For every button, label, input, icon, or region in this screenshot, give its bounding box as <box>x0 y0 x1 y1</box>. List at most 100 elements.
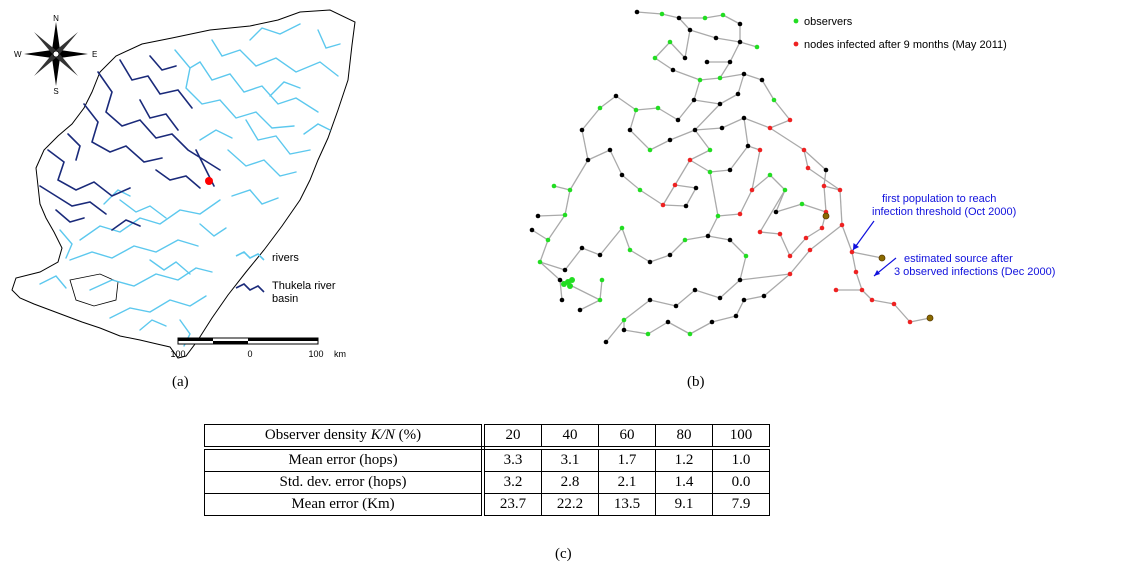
network-edge <box>871 299 895 305</box>
network-edge <box>564 189 571 216</box>
infected-node <box>787 253 793 259</box>
network-node <box>627 127 633 133</box>
table-row: Mean error (hops) 3.3 3.1 1.7 1.2 1.0 <box>204 447 770 472</box>
network-edge <box>751 174 771 191</box>
network-node <box>562 267 568 273</box>
infected-node <box>767 125 773 131</box>
network-edge <box>559 279 563 301</box>
observer-node <box>659 11 665 17</box>
network-edge <box>635 107 659 111</box>
network-node <box>773 209 779 215</box>
network-node <box>741 115 747 121</box>
network-edge <box>729 239 747 257</box>
network-edge <box>709 171 719 217</box>
network-edge <box>851 251 857 273</box>
network-edge <box>629 249 651 263</box>
network-node <box>647 259 653 265</box>
annotation-first-population-line1: first population to reach <box>882 193 996 205</box>
observer-node <box>627 247 633 253</box>
network-edge <box>769 119 791 129</box>
table-cell: 7.9 <box>712 493 770 516</box>
network-edge <box>649 254 671 263</box>
table-cell: 1.7 <box>598 447 656 472</box>
observer-node <box>697 77 703 83</box>
network-edge <box>647 321 669 335</box>
network-edge <box>587 149 611 161</box>
network-edge <box>729 41 741 63</box>
network-edge <box>773 99 791 121</box>
caption-c: (c) <box>555 546 572 562</box>
network-edge <box>569 159 589 191</box>
legend-basin-label: Thukela river <box>272 280 336 292</box>
network-edge <box>662 204 687 207</box>
infected-node <box>749 187 755 193</box>
observer-node <box>561 281 567 287</box>
network-edge <box>807 167 841 191</box>
network-edge <box>803 149 827 171</box>
observer-node <box>621 317 627 323</box>
table-header-row: Observer density K/N (%) 20 40 60 80 100 <box>204 424 770 450</box>
table-cell: 1.4 <box>655 471 713 494</box>
infected-node <box>777 231 783 237</box>
network-edge <box>661 13 680 19</box>
network-edge <box>649 139 671 151</box>
outbreak-marker <box>205 177 213 185</box>
table-cell: 2.8 <box>541 471 599 494</box>
infected-node <box>839 222 845 228</box>
table-cell: 13.5 <box>598 493 656 516</box>
network-edge <box>759 189 786 233</box>
network-edge <box>649 299 677 307</box>
observer-node <box>647 147 653 153</box>
network-edge <box>579 299 601 311</box>
network-edge <box>669 239 686 256</box>
observer-node <box>717 75 723 81</box>
network-edge <box>719 279 741 299</box>
observer-node <box>567 187 573 193</box>
network-edge <box>722 14 741 25</box>
network-node <box>619 172 625 178</box>
network-edge <box>553 185 571 191</box>
network-edge <box>751 149 761 191</box>
network-node <box>719 125 725 131</box>
highlighted-node <box>926 314 934 322</box>
network-edge <box>693 79 701 101</box>
table-cell: 3.2 <box>482 471 542 494</box>
network-edge <box>684 29 691 59</box>
network-edge <box>719 93 739 105</box>
network-edge <box>699 77 721 81</box>
network-edge <box>677 99 695 121</box>
header-value: 100 <box>712 424 770 450</box>
infected-node <box>757 147 763 153</box>
network-node <box>557 277 563 283</box>
network-edge <box>674 159 691 186</box>
network-node <box>727 59 733 65</box>
network-edge <box>839 189 843 226</box>
scale-unit: km <box>334 349 346 359</box>
row-label: Mean error (Km) <box>204 493 485 516</box>
network-edge <box>531 229 549 241</box>
network-edge <box>707 215 719 237</box>
observer-node <box>799 201 805 207</box>
network-edge <box>609 149 623 176</box>
network-edge <box>654 41 671 59</box>
network-edge <box>623 329 649 335</box>
infected-node <box>803 235 809 241</box>
network-node <box>717 101 723 107</box>
network-edge <box>861 289 873 301</box>
observer-node <box>707 169 713 175</box>
network-edge <box>654 57 674 71</box>
infected-node <box>805 165 811 171</box>
network-node <box>693 185 699 191</box>
network-edge <box>761 79 775 101</box>
observer-node <box>645 331 651 337</box>
observer-node <box>682 237 688 243</box>
compass-rose-icon <box>24 22 88 86</box>
table-cell: 3.1 <box>541 447 599 472</box>
network-node <box>761 293 767 299</box>
annotation-first-population-line2: infection threshold (Oct 2000) <box>872 206 1016 218</box>
network-edge <box>689 29 717 39</box>
infected-node <box>801 147 807 153</box>
infected-node <box>833 287 839 293</box>
network-edge <box>537 214 566 217</box>
network-edge <box>669 41 686 59</box>
